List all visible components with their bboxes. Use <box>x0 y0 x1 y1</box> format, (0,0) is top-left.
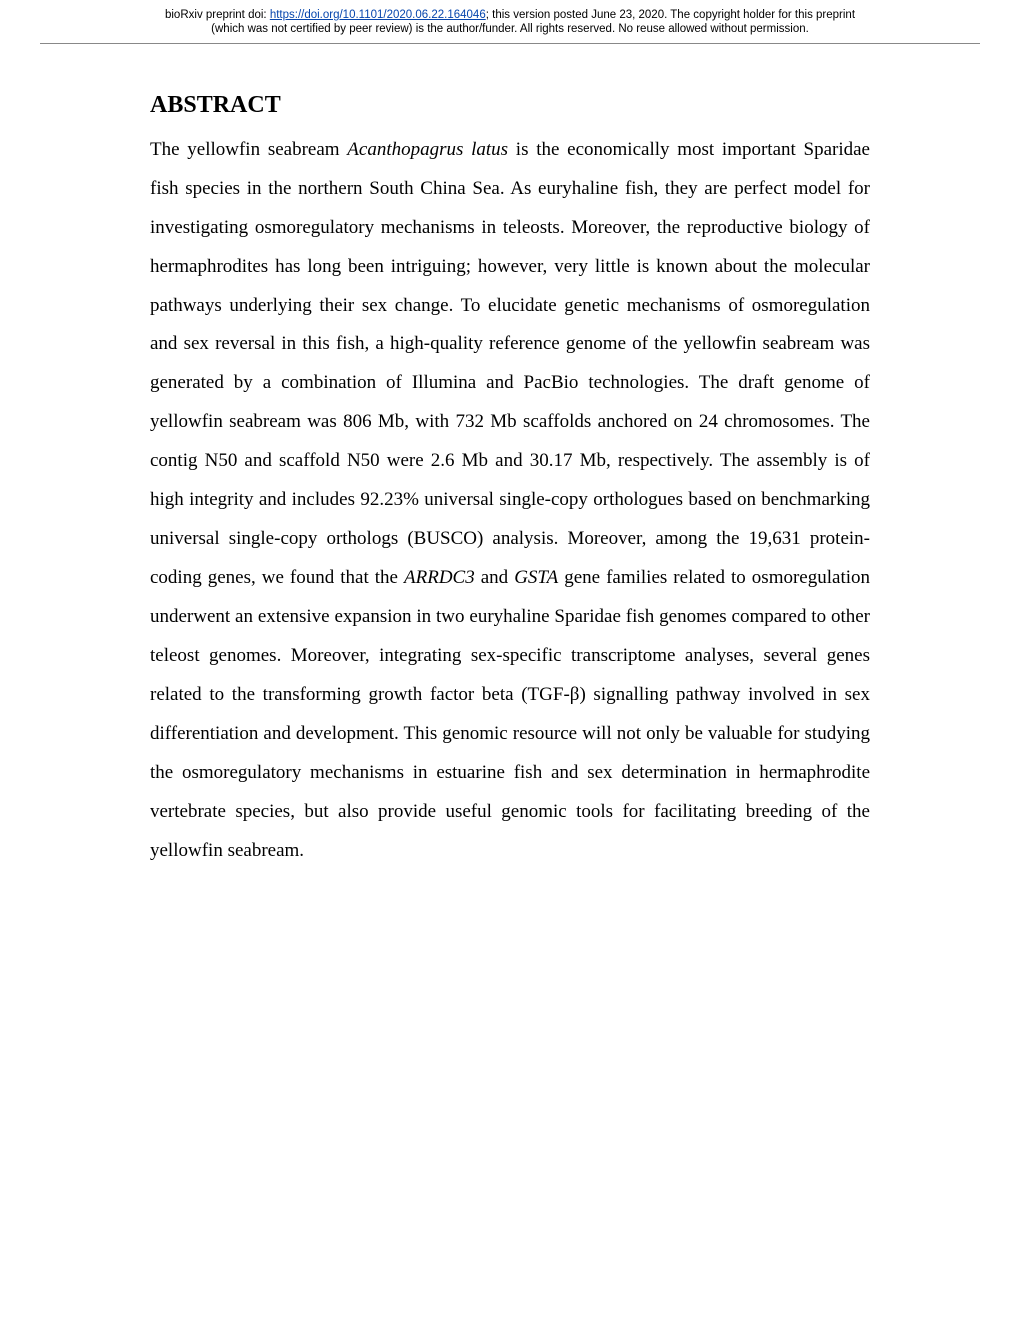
abstract-body: The yellowfin seabream Acanthopagrus lat… <box>150 131 870 871</box>
content-area: ABSTRACT The yellowfin seabream Acanthop… <box>0 44 1020 871</box>
doi-link[interactable]: https://doi.org/10.1101/2020.06.22.16404… <box>270 9 486 21</box>
gene-arrdc3: ARRDC3 <box>404 567 475 588</box>
abstract-text-d: gene families related to osmoregulation … <box>150 567 870 861</box>
header-line2: (which was not certified by peer review)… <box>211 23 809 35</box>
abstract-text-c: and <box>475 567 514 588</box>
abstract-text-a: The yellowfin seabream <box>150 139 347 160</box>
preprint-header: bioRxiv preprint doi: https://doi.org/10… <box>0 0 1020 41</box>
abstract-heading: ABSTRACT <box>150 92 870 119</box>
header-suffix-1: ; this version posted June 23, 2020. The… <box>486 9 855 21</box>
species-name: Acanthopagrus latus <box>347 139 508 160</box>
header-prefix: bioRxiv preprint doi: <box>165 9 270 21</box>
gene-gsta: GSTA <box>514 567 558 588</box>
abstract-text-b: is the economically most important Spari… <box>150 139 870 588</box>
